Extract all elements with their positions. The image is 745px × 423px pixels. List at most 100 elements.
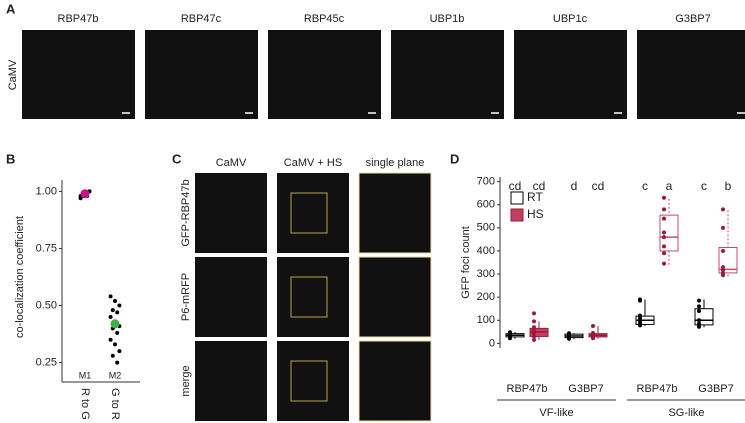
micrograph [195, 257, 267, 337]
group-label: SG-like [668, 407, 704, 419]
row-label: CaMV [7, 59, 19, 90]
significance-letter: c [642, 179, 648, 193]
row-label: merge [180, 365, 192, 396]
data-point [115, 330, 120, 335]
y-tick-label: 0.75 [36, 242, 57, 254]
data-point [532, 337, 536, 342]
micrograph [195, 173, 267, 253]
micrograph [277, 341, 349, 421]
micrograph [637, 30, 745, 119]
data-point [115, 360, 120, 365]
significance-letter: d [571, 179, 578, 193]
column-title: single plane [366, 157, 425, 169]
zoom-box [290, 360, 328, 402]
micrograph [268, 30, 381, 119]
data-point [108, 294, 113, 299]
box [659, 214, 679, 252]
micrograph [358, 256, 432, 338]
data-point [532, 319, 536, 324]
column-title: CaMV + HS [284, 157, 342, 169]
category-label: M1 [79, 370, 92, 380]
data-point [113, 342, 117, 347]
legend-swatch [510, 191, 524, 205]
zoom-box [290, 192, 328, 234]
data-point [697, 298, 701, 303]
micrograph [277, 257, 349, 337]
data-point [697, 318, 701, 323]
legend-label: HS [527, 207, 544, 221]
data-point [117, 349, 122, 354]
micrograph [391, 30, 504, 119]
data-point [591, 324, 595, 329]
group-label: VF-like [539, 407, 573, 419]
legend-swatch [510, 208, 524, 222]
significance-letter: c [701, 179, 707, 193]
y-tick-label: 600 [477, 199, 495, 211]
data-point [508, 330, 512, 335]
row-label: P6-mRFP [180, 273, 192, 321]
data-point [662, 230, 666, 235]
y-tick-label: 300 [477, 268, 495, 280]
data-point [115, 310, 120, 315]
y-axis-title: GFP foci count [460, 226, 472, 299]
data-point [662, 251, 666, 256]
data-point [721, 265, 725, 270]
panel-label: B [6, 151, 15, 166]
data-point [662, 235, 666, 240]
data-point [532, 328, 536, 333]
data-point [117, 303, 122, 308]
data-point [721, 248, 725, 253]
micrograph [195, 341, 267, 421]
data-point [721, 267, 725, 272]
panel-label: D [450, 151, 459, 166]
row-label: GFP-RBP47b [180, 179, 192, 246]
data-point [108, 314, 113, 319]
panel-label: C [172, 151, 182, 166]
y-tick-label: 100 [477, 314, 495, 326]
category-label: G3BP7 [568, 383, 603, 395]
data-point [697, 324, 701, 329]
y-tick-label: 700 [477, 176, 495, 188]
data-point [662, 244, 666, 249]
data-point [662, 216, 666, 221]
micrograph [22, 30, 135, 119]
y-tick-label: 500 [477, 222, 495, 234]
data-point [662, 195, 666, 200]
significance-letter: a [666, 179, 673, 193]
data-point [697, 304, 701, 309]
category-text: R to G [79, 388, 91, 420]
micrograph [277, 173, 349, 253]
y-tick-label: 0.25 [36, 356, 57, 368]
image-title: RBP47b [58, 13, 99, 25]
data-point [662, 207, 666, 212]
data-point [532, 325, 536, 330]
significance-letter: cd [509, 179, 522, 193]
micrograph [514, 30, 627, 119]
image-title: G3BP7 [675, 13, 710, 25]
significance-letter: cd [592, 179, 605, 193]
data-point [532, 311, 536, 316]
data-point [638, 313, 642, 318]
micrograph [145, 30, 258, 119]
data-point [721, 207, 725, 212]
micrograph [358, 172, 432, 254]
image-title: RBP47c [181, 13, 222, 25]
zoom-box [290, 276, 328, 318]
data-point [591, 330, 595, 335]
data-point [721, 270, 725, 275]
panel-label: A [6, 1, 16, 16]
micrograph [358, 340, 432, 422]
data-point [110, 308, 115, 313]
y-tick-label: 0.50 [36, 299, 57, 311]
data-point [108, 337, 113, 342]
significance-letter: cd [533, 179, 546, 193]
data-point [113, 298, 117, 303]
y-tick-label: 1.00 [36, 185, 57, 197]
category-text: G to R [109, 388, 121, 420]
y-tick-label: 0 [489, 337, 495, 349]
data-point [697, 321, 701, 326]
data-point [567, 331, 571, 336]
legend-label: RT [527, 190, 543, 204]
